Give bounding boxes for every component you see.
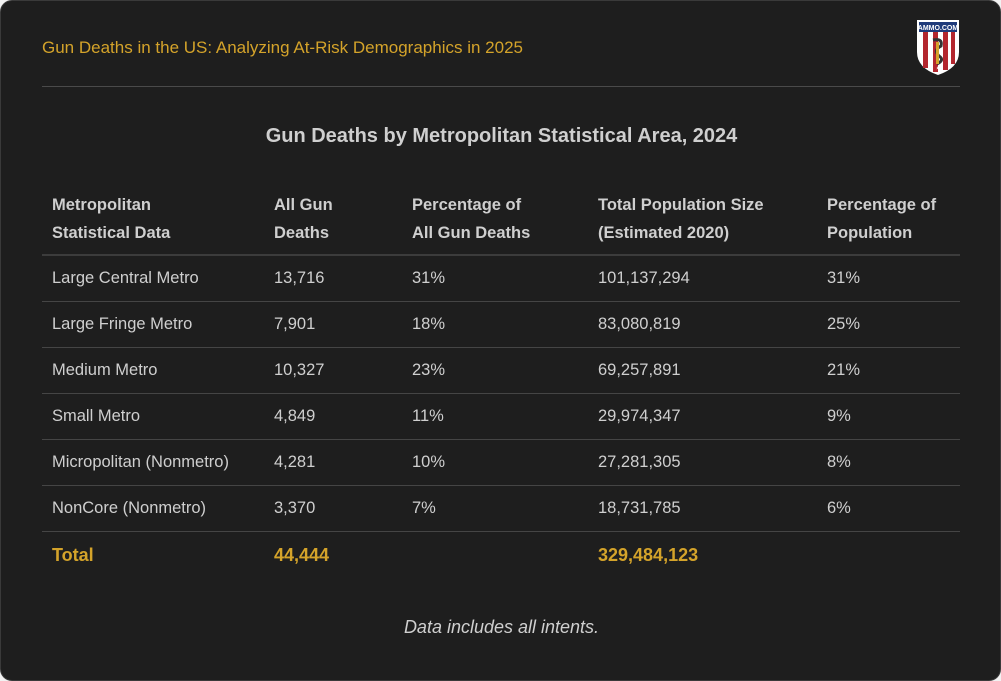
pct-population-cell: 6%: [817, 485, 960, 532]
pct-population-cell: 9%: [817, 393, 960, 440]
all-gun-deaths-cell: 10,327: [264, 347, 402, 394]
area-name-cell: Large Central Metro: [42, 255, 264, 302]
all-gun-deaths-cell: 4,849: [264, 393, 402, 440]
total-row: Total 44,444 329,484,123: [42, 532, 960, 579]
total-pct-population-cell: [817, 532, 960, 579]
area-name-cell: Medium Metro: [42, 347, 264, 394]
area-name-cell: Large Fringe Metro: [42, 301, 264, 348]
pct-gun-deaths-cell: 31%: [402, 255, 588, 302]
ammo-com-logo-icon: AMMO.COM: [917, 20, 959, 75]
column-header: Percentage of All Gun Deaths: [402, 187, 588, 256]
svg-text:AMMO.COM: AMMO.COM: [918, 25, 959, 32]
total-area-name-cell: Total: [52, 544, 94, 565]
footnote: Data includes all intents.: [403, 617, 600, 637]
table-row: Micropolitan (Nonmetro) 4,281 10% 27,281,30…: [42, 439, 960, 486]
population-cell: 27,281,305: [588, 439, 817, 486]
area-name-cell: Micropolitan (Nonmetro): [42, 439, 264, 486]
all-gun-deaths-cell: 3,370: [264, 485, 402, 532]
all-gun-deaths-cell: 13,716: [264, 255, 402, 302]
all-gun-deaths-cell: 7,901: [264, 301, 402, 348]
total-all-gun-deaths-cell: 44,444: [274, 544, 330, 565]
table-header-row: Metropolitan Statistical Data All Gun Deat…: [42, 187, 960, 256]
gun-deaths-table: Metropolitan Statistical Data All Gun Deat…: [42, 187, 960, 578]
population-cell: 29,974,347: [588, 393, 817, 440]
table-row: Small Metro 4,849 11% 29,974,347 9%: [42, 393, 960, 440]
total-population-cell: 329,484,123: [598, 544, 699, 565]
pct-population-cell: 31%: [817, 255, 960, 302]
pct-gun-deaths-cell: 23%: [402, 347, 588, 394]
column-header: Total Population Size (Estimated 2020): [588, 187, 817, 256]
all-gun-deaths-cell: 4,281: [264, 439, 402, 486]
header-title: Gun Deaths in the US: Analyzing At-Risk …: [42, 38, 523, 57]
area-name-cell: Small Metro: [42, 393, 264, 440]
column-header: All Gun Deaths: [264, 187, 402, 256]
column-header: Metropolitan Statistical Data: [42, 187, 264, 256]
pct-population-cell: 8%: [817, 439, 960, 486]
pct-gun-deaths-cell: 7%: [402, 485, 588, 532]
population-cell: 18,731,785: [588, 485, 817, 532]
area-name-cell: NonCore (Nonmetro): [42, 485, 264, 532]
table-row: Large Central Metro 13,716 31% 101,137,294 3…: [42, 255, 960, 302]
population-cell: 69,257,891: [588, 347, 817, 394]
pct-gun-deaths-cell: 18%: [402, 301, 588, 348]
population-cell: 101,137,294: [588, 255, 817, 302]
pct-gun-deaths-cell: 11%: [402, 393, 588, 440]
pct-gun-deaths-cell: 10%: [402, 439, 588, 486]
table-row: Large Fringe Metro 7,901 18% 83,080,819 25%: [42, 301, 960, 348]
table-row: Medium Metro 10,327 23% 69,257,891 21%: [42, 347, 960, 394]
table-title: Gun Deaths by Metropolitan Statistical A…: [265, 125, 738, 147]
column-header: Percentage of Population: [817, 187, 960, 256]
pct-population-cell: 21%: [817, 347, 960, 394]
table-row: NonCore (Nonmetro) 3,370 7% 18,731,785 6%: [42, 485, 960, 532]
pct-population-cell: 25%: [817, 301, 960, 348]
population-cell: 83,080,819: [588, 301, 817, 348]
header-divider: [42, 86, 960, 87]
total-pct-gun-deaths-cell: [402, 532, 588, 579]
